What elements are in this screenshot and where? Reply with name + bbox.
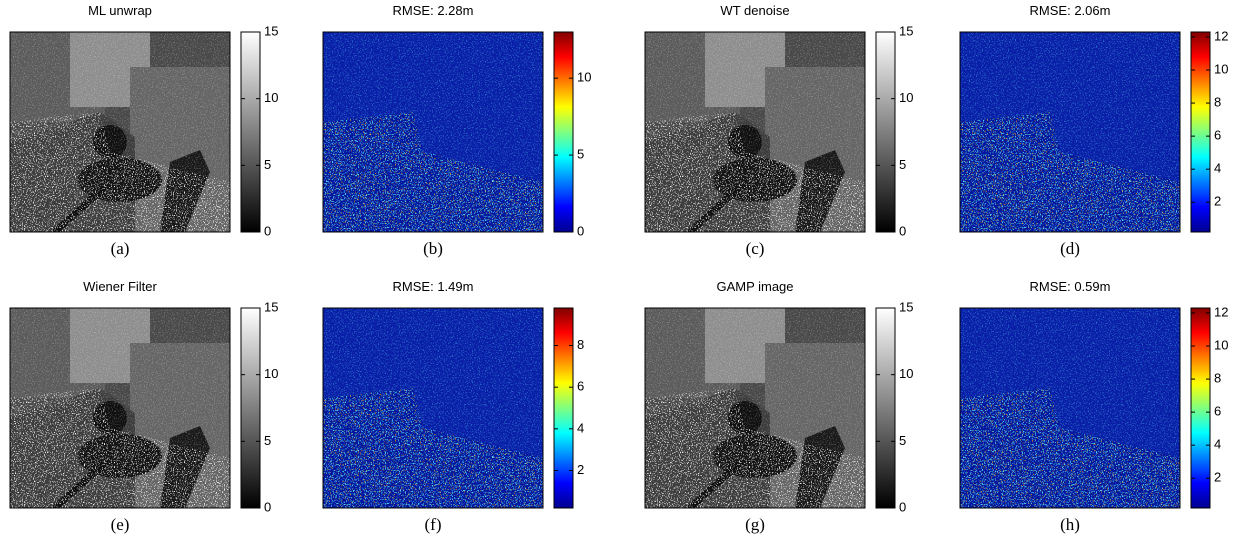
colorbar-tick-label: 0 [264, 223, 271, 238]
panel: RMSE: 2.06m (d) 2 4 6 8 10 12 [960, 3, 1228, 258]
panel-caption: (h) [1060, 515, 1080, 534]
colorbar-tick-label: 10 [264, 366, 278, 381]
panel-caption: (d) [1060, 239, 1080, 258]
body: ML unwrap(a)051015RMSE: 2.28m(b)0510WT d… [0, 0, 1236, 538]
colorbar-tick-label: 10 [899, 90, 913, 105]
page: Figure panels {"panels": [ {"label": "(a… [0, 0, 1236, 538]
image [10, 32, 230, 232]
colorbar-tick-label: 10 [1214, 337, 1228, 352]
panel-caption: (g) [745, 515, 765, 534]
colorbar-tick-label: 12 [1214, 304, 1228, 319]
panel-title: ML unwrap [88, 3, 152, 18]
colorbar-tick-label: 15 [264, 299, 278, 314]
colorbar-tick-label: 15 [264, 23, 278, 38]
colorbar-tick-label: 10 [577, 70, 591, 85]
colorbar [554, 32, 573, 232]
colorbar-tick-label: 4 [1214, 437, 1221, 452]
colorbar [241, 308, 260, 508]
panel-title: GAMP image [716, 279, 793, 294]
speckle [10, 32, 230, 232]
panel-title: WT denoise [720, 3, 789, 18]
image [960, 32, 1180, 232]
panel-caption: (c) [746, 239, 765, 258]
colorbar [554, 308, 573, 508]
panel: ML unwrap (a) 0 5 10 15 [10, 3, 278, 258]
colorbar-tick-label: 12 [1214, 28, 1228, 43]
colorbar-tick-label: 4 [1214, 161, 1221, 176]
speckle [10, 308, 230, 508]
colorbar-tick-label: 5 [899, 433, 906, 448]
speckle [645, 308, 865, 508]
panel-title: RMSE: 2.28m [393, 3, 474, 18]
colorbar-tick-label: 5 [899, 157, 906, 172]
panel: Wiener Filter (e) 0 5 10 15 [10, 279, 278, 534]
colorbar-tick-label: 10 [264, 90, 278, 105]
panel: GAMP image (g) 0 5 10 15 [645, 279, 913, 534]
colorbar-tick-label: 15 [899, 299, 913, 314]
colorbar-tick-label: 8 [1214, 371, 1221, 386]
colorbar-tick-label: 0 [899, 223, 906, 238]
panel: RMSE: 1.49m (f) 2 4 6 8 [323, 279, 584, 534]
image [323, 32, 543, 232]
panel-caption: (f) [425, 515, 442, 534]
colorbar-tick-label: 0 [577, 223, 584, 238]
image [323, 308, 543, 508]
colorbar-tick-label: 10 [1214, 61, 1228, 76]
colorbar-tick-label: 2 [577, 462, 584, 477]
speckle [645, 32, 865, 232]
panel-caption: (b) [423, 239, 443, 258]
image [10, 308, 230, 508]
colorbar-tick-label: 6 [1214, 404, 1221, 419]
panel-title: RMSE: 1.49m [393, 279, 474, 294]
image [960, 308, 1180, 508]
colorbar-tick-label: 8 [1214, 95, 1221, 110]
colorbar-tick-label: 6 [577, 379, 584, 394]
image [645, 308, 865, 508]
image [645, 32, 865, 232]
panel-title: RMSE: 0.59m [1030, 279, 1111, 294]
colorbar [241, 32, 260, 232]
colorbar-tick-label: 0 [264, 499, 271, 514]
colorbar-tick-label: 15 [899, 23, 913, 38]
panel: RMSE: 2.28m (b) 0 5 10 [323, 3, 591, 258]
colorbar-tick-label: 2 [1214, 470, 1221, 485]
colorbar-tick-label: 5 [264, 157, 271, 172]
panel: WT denoise (c) 0 5 10 15 [645, 3, 913, 258]
panel-caption: (a) [111, 239, 130, 258]
panel-title: RMSE: 2.06m [1030, 3, 1111, 18]
colorbar-tick-label: 2 [1214, 194, 1221, 209]
colorbar-tick-label: 8 [577, 337, 584, 352]
colorbar [876, 32, 895, 232]
colorbar-tick-label: 10 [899, 366, 913, 381]
colorbar-tick-label: 6 [1214, 128, 1221, 143]
colorbar-tick-label: 4 [577, 420, 584, 435]
panel: RMSE: 0.59m (h) 2 4 6 8 10 12 [960, 279, 1228, 534]
colorbar-tick-label: 5 [264, 433, 271, 448]
colorbar-tick-label: 0 [899, 499, 906, 514]
panel-title: Wiener Filter [83, 279, 157, 294]
figure: ML unwrap(a)051015RMSE: 2.28m(b)0510WT d… [0, 0, 1236, 538]
colorbar-tick-label: 5 [577, 147, 584, 162]
colorbar [876, 308, 895, 508]
panel-caption: (e) [111, 515, 130, 534]
